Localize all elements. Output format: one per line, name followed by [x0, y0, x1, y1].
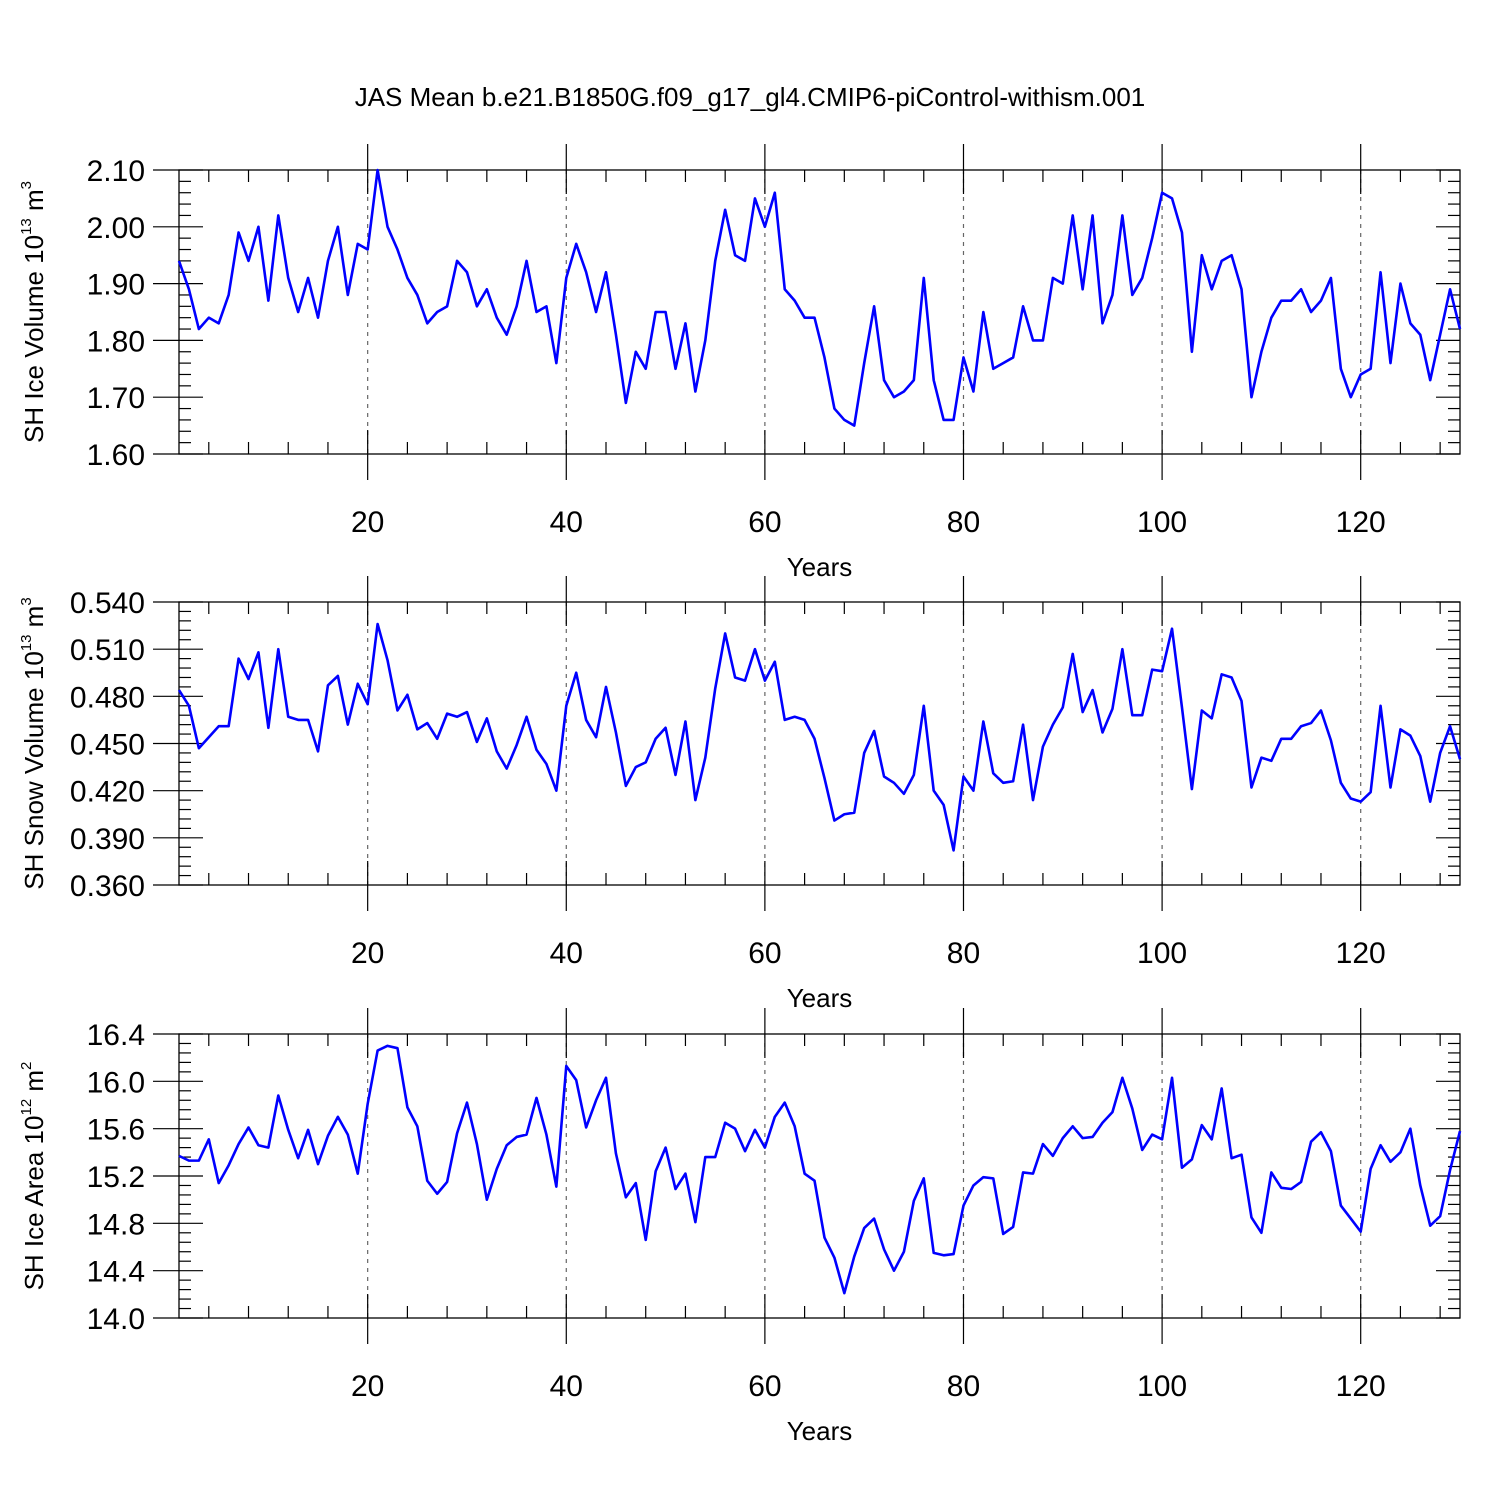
x-tick-label: 60 — [748, 937, 781, 970]
x-axis-label: Years — [787, 552, 853, 582]
x-axis-label: Years — [787, 1416, 853, 1446]
x-tick-label: 60 — [748, 1370, 781, 1403]
x-tick-label: 60 — [748, 506, 781, 539]
x-tick-label: 20 — [351, 937, 384, 970]
y-tick-label: 16.4 — [87, 1019, 145, 1052]
y-axis-label-unit-exponent: 3 — [18, 181, 35, 189]
chart-panels: 1.60 1.70 1.80 1.90 2.00 2.10 20 40 60 80 100 120 Ye… — [18, 144, 1462, 1446]
y-tick-label: 0.450 — [70, 729, 145, 762]
x-tick-label: 40 — [550, 937, 583, 970]
y-tick-label: 0.510 — [70, 634, 145, 667]
y-tick-label: 0.420 — [70, 776, 145, 809]
x-tick-label: 20 — [351, 506, 384, 539]
y-axis-label-text: SH Snow Volume 10 — [19, 651, 49, 889]
y-axis-label-exponent: 13 — [18, 218, 35, 235]
y-tick-label: 15.2 — [87, 1161, 145, 1194]
x-tick-label: 80 — [947, 937, 980, 970]
x-tick-label: 40 — [550, 506, 583, 539]
x-tick-label: 120 — [1336, 506, 1386, 539]
series-line — [177, 622, 1462, 852]
x-tick-label: 40 — [550, 1370, 583, 1403]
y-axis-label-text: SH Ice Area 10 — [19, 1116, 49, 1291]
y-tick-label: 14.8 — [87, 1208, 145, 1241]
chart-panel-2: 0.360 0.390 0.420 0.450 0.480 0.510 0.540 20 40 6… — [18, 576, 1462, 1013]
chart-panel-1: 1.60 1.70 1.80 1.90 2.00 2.10 20 40 60 80 100 120 Ye… — [18, 144, 1462, 582]
y-tick-label: 1.60 — [87, 439, 145, 472]
y-axis-label-unit-exponent: 3 — [18, 597, 35, 605]
y-tick-label: 14.0 — [87, 1303, 145, 1336]
y-tick-label: 1.80 — [87, 325, 145, 358]
x-tick-label: 80 — [947, 506, 980, 539]
y-axis-label: SH Snow Volume 1013 m3 — [18, 597, 49, 889]
series-line — [177, 168, 1462, 427]
y-tick-label: 0.480 — [70, 681, 145, 714]
x-tick-label: 100 — [1137, 937, 1187, 970]
y-tick-label: 14.4 — [87, 1256, 145, 1289]
y-tick-label: 1.90 — [87, 269, 145, 302]
y-axis-label-exponent: 13 — [18, 635, 35, 652]
y-tick-label: 16.0 — [87, 1066, 145, 1099]
x-axis-label: Years — [787, 983, 853, 1013]
plot-frame — [178, 601, 1461, 886]
y-axis-label-text: SH Ice Volume 10 — [19, 235, 49, 443]
chart-panel-3: 14.0 14.4 14.8 15.2 15.6 16.0 16.4 20 40 60 80 100 1… — [18, 1008, 1462, 1446]
x-tick-label: 120 — [1336, 1370, 1386, 1403]
y-axis-label-unit: m — [19, 1070, 49, 1099]
y-tick-label: 0.390 — [70, 823, 145, 856]
y-tick-label: 15.6 — [87, 1114, 145, 1147]
x-tick-label: 100 — [1137, 506, 1187, 539]
y-axis-label-unit: m — [19, 189, 49, 218]
y-axis-label: SH Ice Volume 1013 m3 — [18, 181, 49, 443]
plot-frame — [178, 1033, 1461, 1319]
y-tick-label: 1.70 — [87, 382, 145, 415]
x-tick-label: 20 — [351, 1370, 384, 1403]
x-tick-label: 80 — [947, 1370, 980, 1403]
y-axis-label: SH Ice Area 1012 m2 — [18, 1062, 49, 1291]
y-axis-label-unit: m — [19, 606, 49, 635]
y-tick-label: 2.10 — [87, 155, 145, 188]
series-line — [178, 1044, 1462, 1295]
plot-frame — [178, 169, 1461, 455]
y-tick-label: 2.00 — [87, 212, 145, 245]
chart-title: JAS Mean b.e21.B1850G.f09_g17_gl4.CMIP6-… — [355, 82, 1146, 112]
y-tick-label: 0.540 — [70, 587, 145, 620]
y-axis-label-unit-exponent: 2 — [18, 1062, 35, 1070]
y-axis-label-exponent: 12 — [18, 1099, 35, 1116]
x-tick-label: 100 — [1137, 1370, 1187, 1403]
y-tick-label: 0.360 — [70, 870, 145, 903]
x-tick-label: 120 — [1336, 937, 1386, 970]
